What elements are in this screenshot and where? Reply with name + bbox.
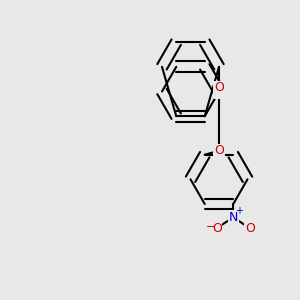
Text: N: N — [229, 211, 238, 224]
Text: N: N — [214, 85, 224, 98]
Text: O: O — [212, 221, 222, 235]
Text: O: O — [245, 221, 255, 235]
Text: O: O — [214, 144, 224, 157]
Text: O: O — [214, 81, 224, 94]
Text: +: + — [235, 206, 243, 216]
Text: −: − — [206, 221, 215, 232]
